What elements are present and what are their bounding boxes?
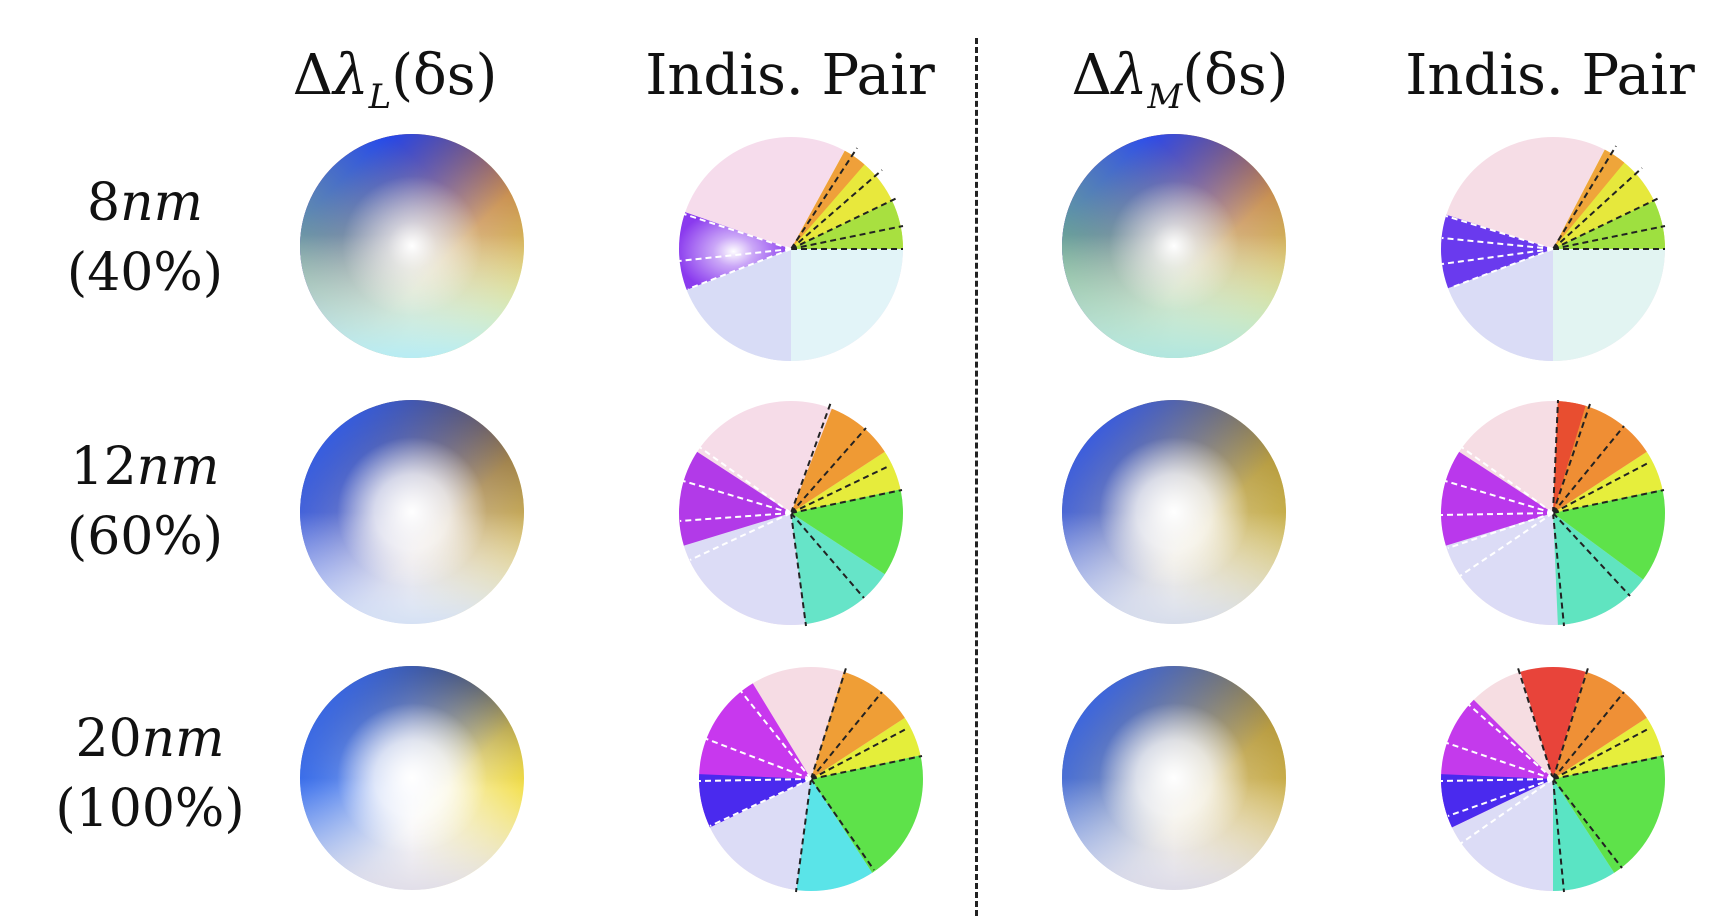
indis-pair-wheel-m-12nm: [1438, 398, 1668, 628]
indis-pair-wheel-l-12nm: [676, 398, 906, 628]
header-delta-lambda-m: ΔλM(δs): [1060, 36, 1300, 117]
color-wheel-l-12nm: [298, 398, 526, 626]
header-lambda-symbol: λ: [333, 43, 369, 108]
row-label-wavelength: 20nm: [75, 709, 225, 769]
row-label-percent: (100%): [55, 779, 245, 839]
header-subscript: M: [1147, 77, 1183, 117]
header-subscript: L: [368, 77, 392, 117]
color-wheel-m-8nm: [1060, 132, 1288, 360]
header-argument: (δs): [391, 43, 498, 108]
indis-pair-wheel-l-8nm: [676, 134, 906, 364]
row-label-3: 20nm (100%): [30, 704, 270, 844]
row-label-percent: (60%): [66, 507, 224, 567]
color-wheel-l-8nm: [298, 132, 526, 360]
row-label-percent: (40%): [66, 243, 224, 303]
color-wheel-m-20nm: [1060, 664, 1288, 892]
indis-pair-wheel-l-20nm: [696, 664, 926, 894]
header-delta-lambda-l: ΔλL(δs): [285, 36, 505, 117]
indis-pair-wheel-m-8nm: [1438, 134, 1668, 364]
header-delta-symbol: Δ: [1071, 43, 1112, 108]
header-lambda-symbol: λ: [1111, 43, 1148, 108]
color-wheel-l-20nm: [298, 664, 526, 892]
header-indis-pair-1: Indis. Pair: [645, 43, 935, 108]
row-label-wavelength: 8nm: [87, 173, 203, 233]
column-divider: [975, 38, 978, 916]
row-label-wavelength: 12nm: [70, 437, 220, 497]
color-wheel-m-12nm: [1060, 398, 1288, 626]
row-label-2: 12nm (60%): [40, 432, 250, 572]
header-delta-symbol: Δ: [292, 43, 334, 108]
row-label-1: 8nm (40%): [40, 168, 250, 308]
header-indis-pair-2: Indis. Pair: [1405, 43, 1695, 108]
indis-pair-wheel-m-20nm: [1438, 664, 1668, 894]
header-argument: (δs): [1182, 43, 1289, 108]
